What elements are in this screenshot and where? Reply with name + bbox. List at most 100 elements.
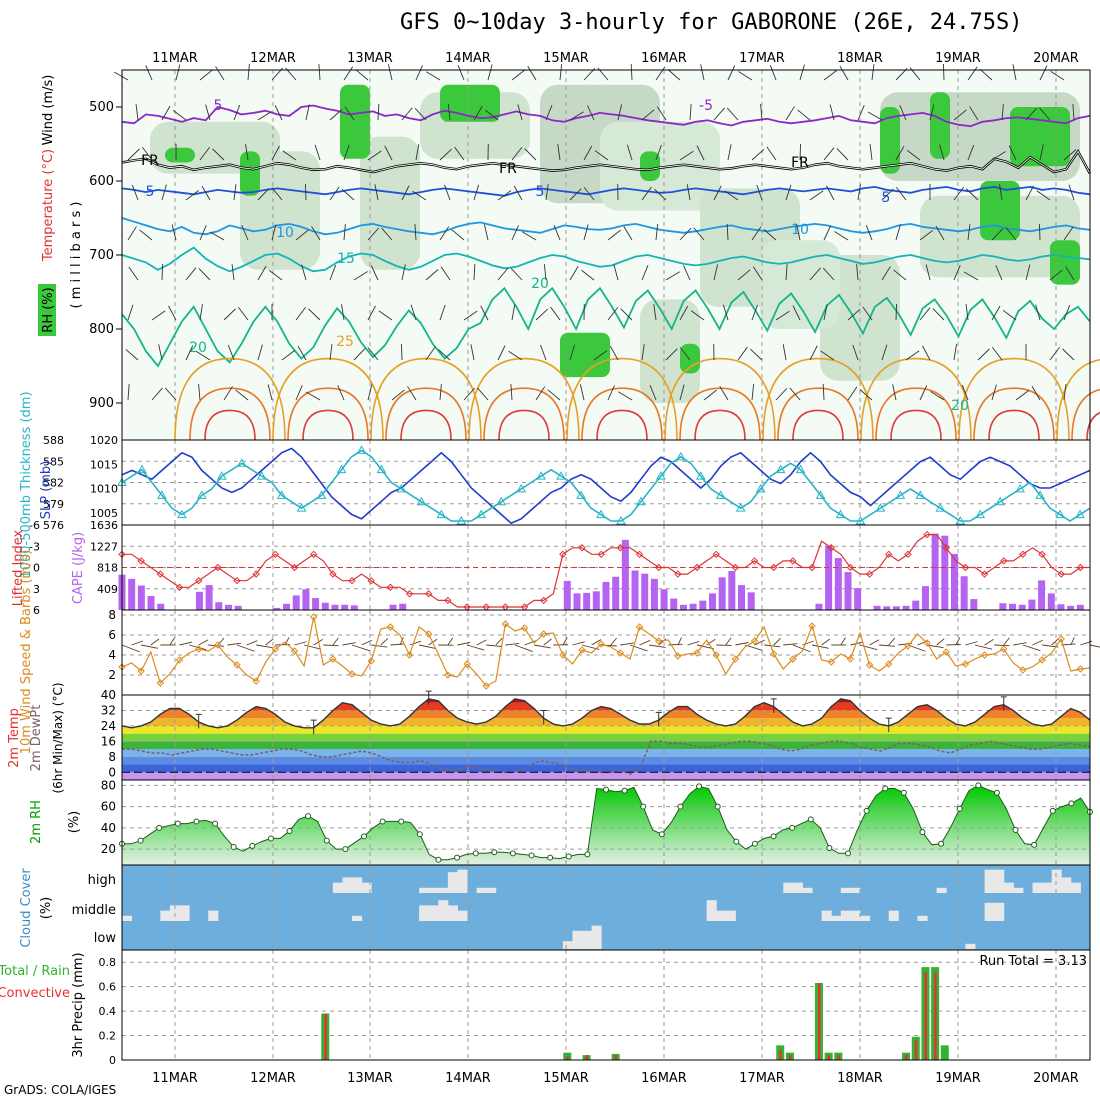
cloud-cell-middle [994, 903, 1004, 921]
rh-marker [399, 819, 404, 824]
bottom-date-label: 17MAR [739, 1071, 785, 1086]
cloud-cell-high [783, 883, 793, 893]
temp-band [122, 741, 1090, 749]
run-total-label: Run Total = 3.13 [979, 954, 1087, 969]
cape-bar [157, 604, 164, 610]
cape-bar [661, 589, 668, 610]
cloud-cell-middle [889, 911, 899, 921]
temp-band [122, 749, 1090, 757]
cape-bar [138, 586, 145, 610]
wind-barb [889, 638, 895, 645]
rh-marker [846, 851, 851, 856]
bottom-date-label: 12MAR [250, 1071, 296, 1086]
wind-barb [1023, 645, 1040, 651]
wind-barb [802, 641, 813, 645]
cloud-cell-middle [822, 911, 832, 921]
cape-bar [903, 606, 910, 610]
rh-marker [641, 804, 646, 809]
rh-marker [1050, 808, 1055, 813]
cloud-cell-low [592, 926, 602, 949]
cape-bar [1077, 605, 1084, 610]
cape-bar [128, 579, 135, 610]
cloud-label: Cloud Cover [19, 868, 34, 948]
temp-tick-label: 16 [101, 734, 116, 748]
rh-high-patch [1010, 107, 1070, 166]
rh-marker [827, 846, 832, 851]
rh-unit-label: (%) [67, 811, 82, 834]
cape-bar [854, 588, 861, 610]
rh-marker [901, 790, 906, 795]
temp-tick-label: 24 [101, 719, 116, 733]
wind-barb [870, 640, 880, 645]
cloud-cell-high [841, 888, 851, 893]
cloud-cell-middle [352, 916, 362, 921]
rh-high-patch [240, 151, 260, 195]
cloud-cell-high [802, 888, 812, 893]
cloud-cell-high [342, 877, 352, 893]
wind-tick-label: 4 [108, 648, 116, 662]
cape-bar [583, 593, 590, 610]
rh-marker [864, 808, 869, 813]
wind-barb [333, 638, 339, 645]
cape-bar [593, 591, 600, 610]
cape-bar [283, 604, 290, 610]
cloud-cell-high [937, 888, 947, 893]
temp-band [122, 718, 1090, 726]
rh-high-patch [930, 92, 950, 159]
cape-bar [641, 574, 648, 610]
wind-barb [994, 645, 1009, 646]
rh-marker [808, 817, 813, 822]
cloud-cell-middle [208, 911, 218, 921]
wind-barb [534, 645, 551, 648]
rh-high-patch [1050, 240, 1080, 284]
chart-title: GFS 0~10day 3-hourly for GABORONE (26E, … [400, 10, 1023, 35]
rh-marker [566, 854, 571, 859]
bottom-date-label: 20MAR [1033, 1071, 1079, 1086]
contour-label: 5 [882, 190, 891, 206]
top-date-label: 15MAR [543, 51, 589, 66]
temp-tick-label: 40 [101, 688, 116, 702]
wind-barb [563, 638, 567, 645]
bottom-date-label: 13MAR [347, 1071, 393, 1086]
cloud-cell-middle [831, 916, 841, 921]
rh-high-patch [640, 151, 660, 181]
wind-barb [985, 639, 994, 645]
cape-bar [999, 603, 1006, 610]
cape-bar [1038, 580, 1045, 610]
dewpt-label: 2m DewPt [29, 705, 44, 772]
wind-barb [620, 643, 633, 645]
wind-barb [352, 645, 369, 651]
cape-bar [845, 572, 852, 610]
cape-bar [709, 593, 716, 610]
cape-bar [322, 603, 329, 610]
wind-barb [946, 644, 961, 645]
wind-barb [937, 639, 945, 645]
wind-barb [879, 645, 895, 646]
cloud-cell-middle [860, 916, 870, 921]
temp-tick-label: 8 [108, 750, 116, 764]
cape-bar [1028, 600, 1035, 610]
bottom-date-label: 14MAR [445, 1071, 491, 1086]
cape-bar [148, 596, 155, 610]
rh-high-patch [340, 85, 370, 159]
cape-bar [622, 540, 629, 610]
temp-band [122, 734, 1090, 742]
temp-label: 2m Temp [7, 708, 22, 768]
top-date-label: 11MAR [152, 51, 198, 66]
precip-tick-label: 0.8 [99, 956, 117, 969]
rh-marker [250, 843, 255, 848]
cloud-cell-middle [841, 911, 851, 921]
rh-marker [194, 819, 199, 824]
cape-bar [912, 601, 919, 610]
precip-tick-label: 0.6 [99, 981, 117, 994]
cloud-cell-middle [716, 911, 726, 921]
precip-convective-bar [615, 1055, 618, 1060]
wind-tick-label: 2 [108, 668, 116, 682]
cloud-cell-middle [448, 905, 458, 921]
rh-marker [1013, 827, 1018, 832]
upper-label-millibars: ( m i l l i b a r s ) [69, 202, 84, 309]
upper-label-temperature: Temperature (°C) [41, 149, 56, 262]
wind-speed-line [122, 617, 1090, 686]
